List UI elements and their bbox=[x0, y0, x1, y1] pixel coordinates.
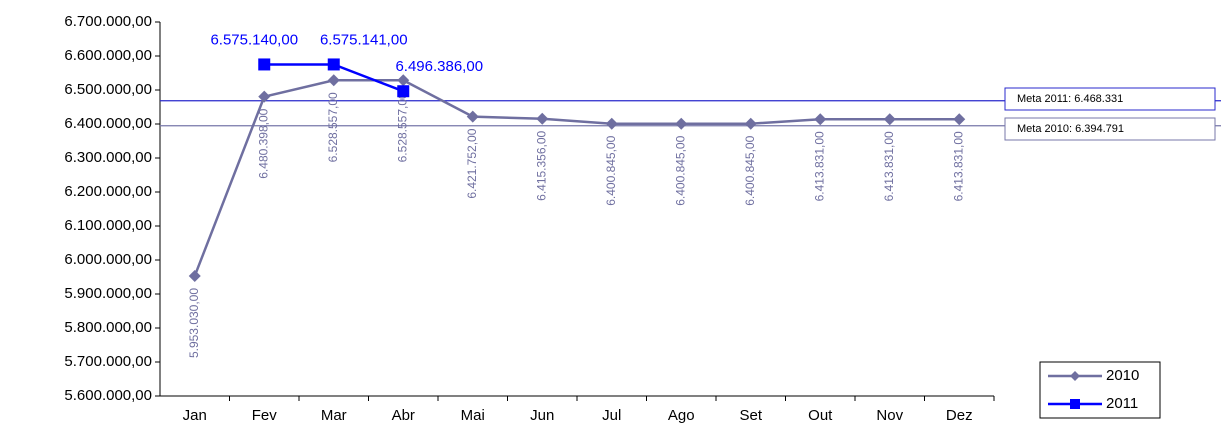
y-tick-label: 5.900.000,00 bbox=[64, 285, 152, 302]
marker bbox=[883, 113, 896, 126]
x-tick-label: Out bbox=[808, 407, 833, 424]
legend-box bbox=[1039, 361, 1161, 419]
legend-marker bbox=[1070, 399, 1080, 409]
x-tick-label: Mai bbox=[461, 407, 485, 424]
marker bbox=[744, 117, 757, 130]
data-label: 6.528.557,00 bbox=[326, 92, 340, 162]
marker bbox=[675, 117, 688, 130]
marker bbox=[258, 90, 271, 103]
y-tick-label: 6.300.000,00 bbox=[64, 149, 152, 166]
marker bbox=[397, 85, 410, 98]
data-label: 6.480.398,00 bbox=[256, 108, 270, 178]
reference-label-box bbox=[1004, 87, 1216, 111]
data-label: 6.528.557,00 bbox=[395, 92, 409, 162]
y-tick-label: 6.000.000,00 bbox=[64, 251, 152, 268]
data-label: 6.415.356,00 bbox=[534, 130, 548, 200]
data-label: 6.413.831,00 bbox=[812, 131, 826, 201]
x-tick-label: Mar bbox=[321, 407, 347, 424]
x-tick-label: Fev bbox=[252, 407, 278, 424]
data-label: 6.400.845,00 bbox=[673, 135, 687, 205]
reference-label-box bbox=[1004, 117, 1216, 141]
y-tick-label: 6.600.000,00 bbox=[64, 47, 152, 64]
x-tick-label: Jul bbox=[602, 407, 621, 424]
y-tick-label: 5.800.000,00 bbox=[64, 319, 152, 336]
y-tick-label: 6.500.000,00 bbox=[64, 81, 152, 98]
series-line bbox=[193, 79, 960, 277]
legend-label: 2010 bbox=[1106, 367, 1139, 384]
x-tick-label: Ago bbox=[668, 407, 695, 424]
y-tick-label: 6.200.000,00 bbox=[64, 183, 152, 200]
data-label: 6.400.845,00 bbox=[604, 135, 618, 205]
x-tick-label: Abr bbox=[392, 407, 415, 424]
x-tick-label: Nov bbox=[876, 407, 903, 424]
marker bbox=[327, 74, 340, 87]
marker bbox=[814, 113, 827, 126]
marker bbox=[953, 113, 966, 126]
legend-label: 2011 bbox=[1106, 395, 1138, 412]
x-tick-label: Set bbox=[739, 407, 762, 424]
y-tick-label: 6.100.000,00 bbox=[64, 217, 152, 234]
marker bbox=[327, 58, 340, 71]
y-tick-label: 6.400.000,00 bbox=[64, 115, 152, 132]
data-label: 6.400.845,00 bbox=[743, 135, 757, 205]
data-label: 6.413.831,00 bbox=[882, 131, 896, 201]
data-label: 6.421.752,00 bbox=[465, 128, 479, 198]
marker bbox=[466, 110, 479, 123]
marker bbox=[188, 269, 201, 282]
marker bbox=[258, 58, 271, 71]
marker bbox=[605, 117, 618, 130]
reference-label: Meta 2011: 6.468.331 bbox=[1017, 93, 1123, 105]
x-tick-label: Jan bbox=[183, 407, 207, 424]
data-label: 6.575.140,00 bbox=[210, 31, 298, 48]
data-label: 6.413.831,00 bbox=[951, 131, 965, 201]
y-tick-label: 6.700.000,00 bbox=[64, 13, 152, 30]
marker bbox=[397, 74, 410, 87]
x-tick-label: Jun bbox=[530, 407, 554, 424]
data-label: 5.953.030,00 bbox=[187, 288, 201, 358]
reference-label: Meta 2010: 6.394.791 bbox=[1017, 123, 1124, 135]
data-label: 6.575.141,00 bbox=[320, 31, 408, 48]
legend-marker bbox=[1070, 371, 1080, 381]
marker bbox=[536, 112, 549, 125]
data-label: 6.496.386,00 bbox=[395, 58, 483, 75]
y-tick-label: 5.700.000,00 bbox=[64, 353, 152, 370]
x-tick-label: Dez bbox=[946, 407, 973, 424]
y-tick-label: 5.600.000,00 bbox=[64, 387, 152, 404]
